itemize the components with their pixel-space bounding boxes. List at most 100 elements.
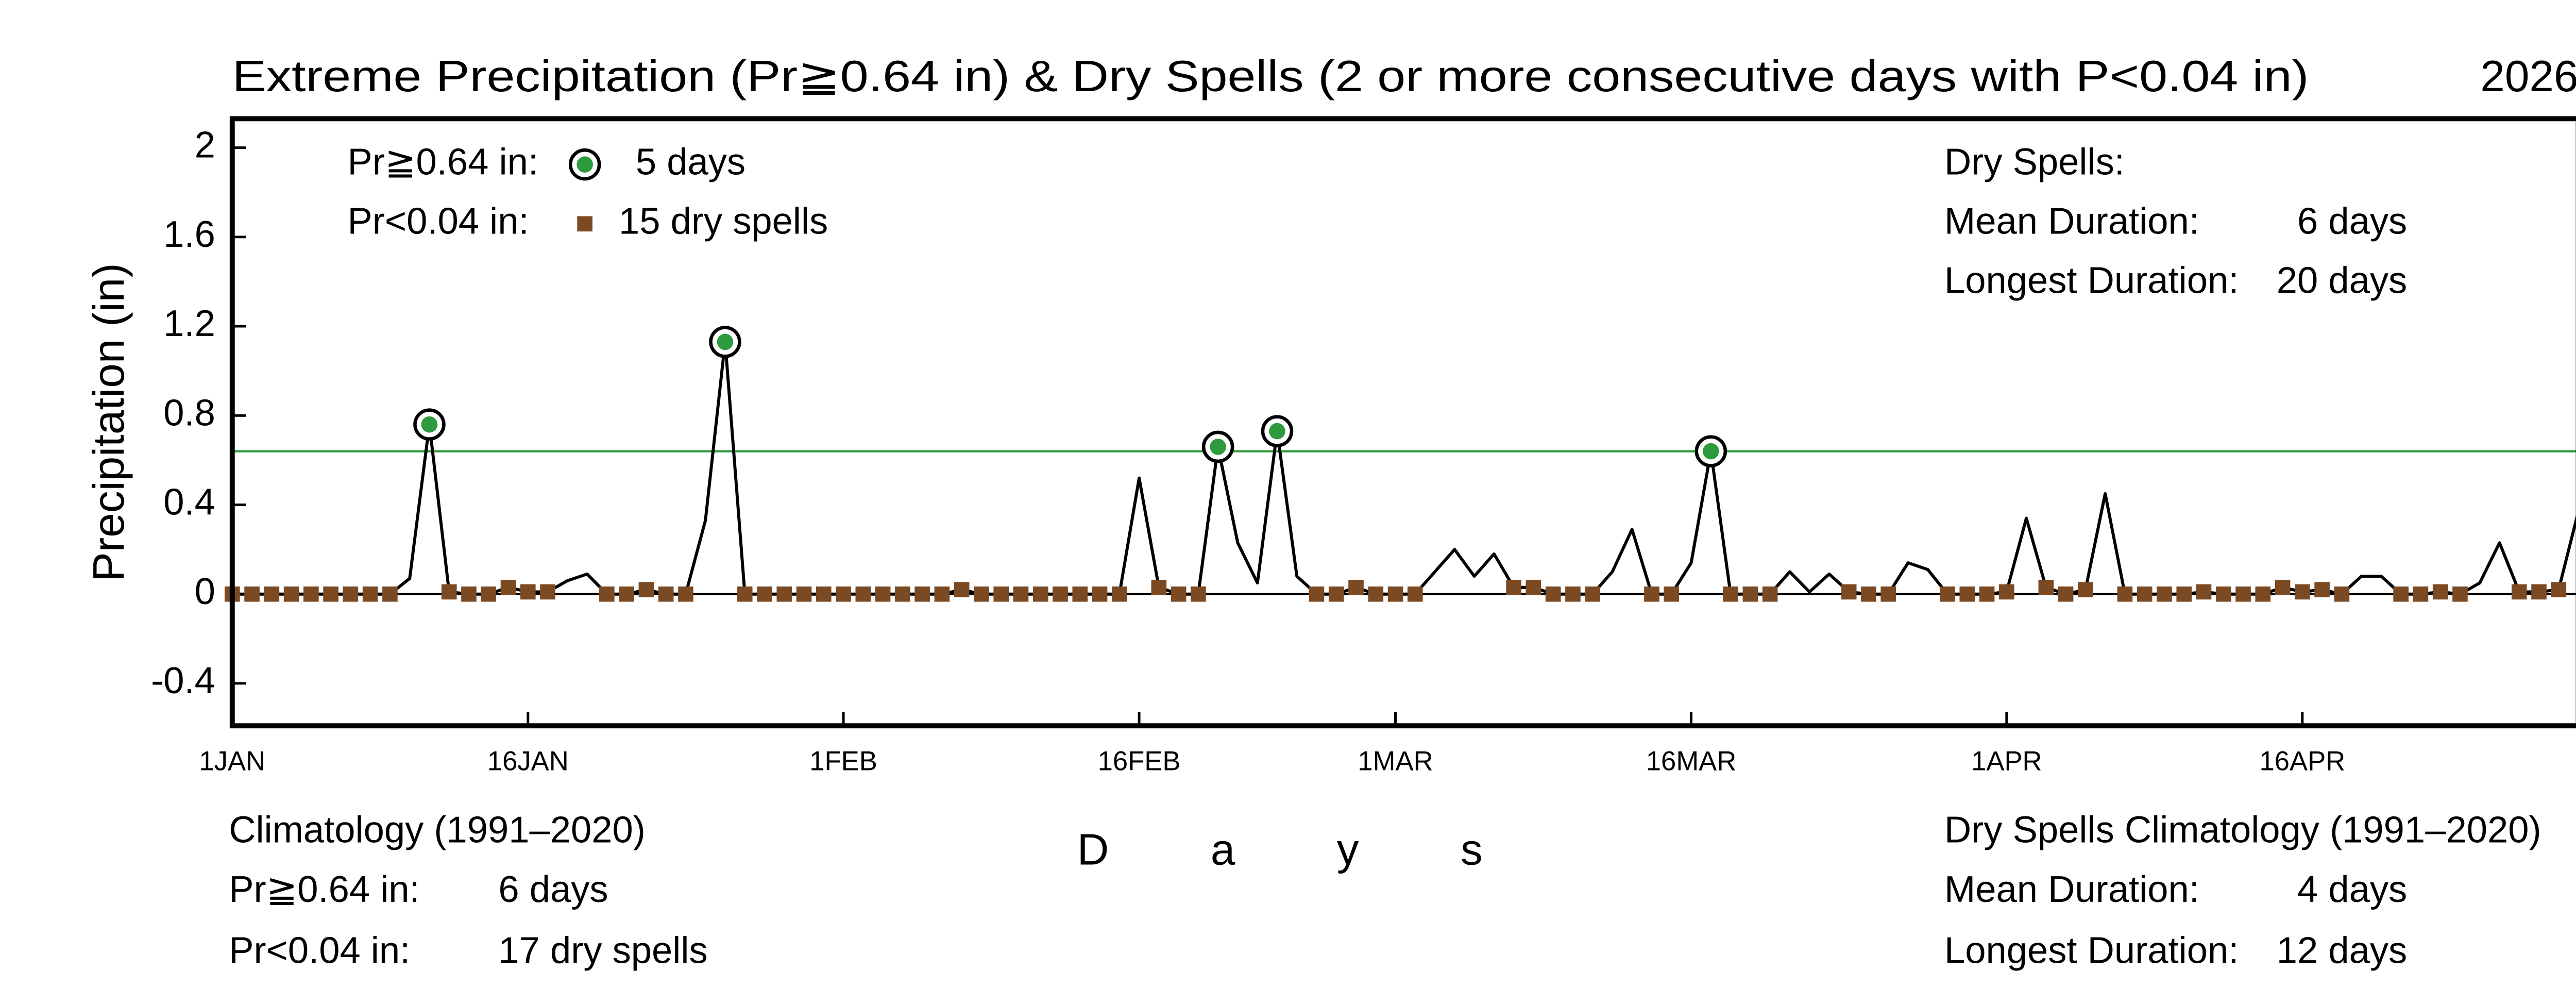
dry-marker [1723, 586, 1738, 602]
dry-marker [993, 586, 1009, 602]
y-tick-label: 2 [195, 124, 215, 166]
stats-value: 20 days [2277, 260, 2408, 301]
dry-marker [1387, 586, 1403, 602]
dry-marker [1072, 586, 1088, 602]
stats-label: Longest Duration: [1944, 260, 2239, 301]
dry-marker [2295, 584, 2310, 600]
dry-marker [2117, 586, 2133, 602]
dry-marker [1013, 586, 1029, 602]
dry-marker [1053, 586, 1068, 602]
dry-marker [2196, 584, 2212, 600]
dry-marker [343, 586, 359, 602]
dry-marker [1545, 586, 1561, 602]
dry-marker [2038, 579, 2054, 595]
x-tick-label: 1APR [1971, 746, 2042, 777]
dry-marker [619, 586, 634, 602]
dry-marker [2215, 586, 2231, 602]
x-tick-label: 16FEB [1098, 746, 1181, 777]
dry-marker [1309, 586, 1325, 602]
dry-marker [323, 586, 338, 602]
dry-marker [1151, 579, 1167, 595]
dry-marker [2413, 586, 2429, 602]
dry-marker [1526, 579, 1541, 595]
clim-value: 17 dry spells [498, 929, 707, 971]
dry-marker [658, 586, 674, 602]
legend-label: Pr≧0.64 in: [348, 141, 538, 182]
x-axis-label: Days [1077, 826, 1585, 875]
dry-marker [2157, 586, 2172, 602]
y-tick-label: -0.4 [151, 660, 215, 701]
dry-marker [757, 586, 772, 602]
extreme-marker [1269, 423, 1285, 440]
clim-value: 6 days [498, 868, 608, 910]
clim-title: Climatology (1991–2020) [229, 809, 646, 851]
dry-marker [2551, 582, 2567, 597]
x-tick-label: 1FEB [809, 746, 877, 777]
dry-marker [2235, 586, 2251, 602]
dry-marker [1328, 586, 1344, 602]
y-tick-label: 1.6 [163, 213, 215, 255]
clim-value: 4 days [2297, 868, 2407, 910]
dry-marker [2393, 586, 2409, 602]
dry-marker [1979, 586, 1995, 602]
chart-title: Extreme Precipitation (Pr≧0.64 in) & Dry… [232, 52, 2309, 101]
stats-value: 6 days [2297, 200, 2407, 242]
dry-marker [974, 586, 989, 602]
dry-marker [2432, 584, 2448, 600]
dry-marker [2334, 586, 2350, 602]
dry-marker [1348, 579, 1364, 595]
clim-label: Longest Duration: [1944, 929, 2239, 971]
precip-line [232, 340, 2576, 596]
dry-marker [2078, 582, 2093, 597]
dry-marker [895, 586, 910, 602]
stats-title: Dry Spells: [1944, 141, 2125, 182]
dry-marker [520, 584, 536, 600]
dry-marker [1092, 586, 1108, 602]
dry-marker [1644, 586, 1659, 602]
legend-marker [577, 156, 593, 173]
dry-marker [244, 586, 260, 602]
dry-marker [1959, 586, 1975, 602]
stats-label: Mean Duration: [1944, 200, 2199, 242]
dry-marker [1585, 586, 1601, 602]
dry-marker [2314, 582, 2330, 597]
dry-marker [303, 586, 319, 602]
dry-marker [1368, 586, 1384, 602]
x-tick-label: 16JAN [487, 746, 569, 777]
dry-marker [2452, 586, 2468, 602]
dry-marker [2137, 586, 2153, 602]
dry-marker [1999, 584, 2014, 600]
dry-marker [1171, 586, 1187, 602]
dry-marker [1408, 586, 1423, 602]
extreme-marker [1210, 439, 1226, 455]
dry-marker [500, 579, 516, 595]
x-tick-label: 1JAN [199, 746, 265, 777]
dry-marker [875, 586, 891, 602]
dry-marker [737, 586, 753, 602]
dry-marker [1940, 586, 1955, 602]
extreme-marker [1703, 443, 1719, 460]
dry-marker [1762, 586, 1778, 602]
dry-marker [461, 586, 477, 602]
dry-marker [934, 586, 950, 602]
clim-label: Pr<0.04 in: [229, 929, 410, 971]
y-tick-label: 0.8 [163, 392, 215, 433]
dry-marker [283, 586, 299, 602]
y-axis-label: Precipitation (in) [84, 263, 133, 581]
dry-marker [1506, 579, 1521, 595]
dry-marker [2255, 586, 2271, 602]
dry-marker [2511, 584, 2527, 600]
dry-marker [1664, 586, 1680, 602]
x-tick-label: 16MAR [1646, 746, 1736, 777]
dry-marker [914, 586, 930, 602]
dry-marker [481, 586, 497, 602]
clim-label: Mean Duration: [1944, 868, 2199, 910]
dry-marker [599, 586, 615, 602]
dry-marker [1841, 584, 1857, 600]
clim-label: Pr≧0.64 in: [229, 868, 419, 910]
dry-marker [264, 586, 280, 602]
dry-marker [1742, 586, 1758, 602]
extreme-marker [421, 416, 438, 433]
